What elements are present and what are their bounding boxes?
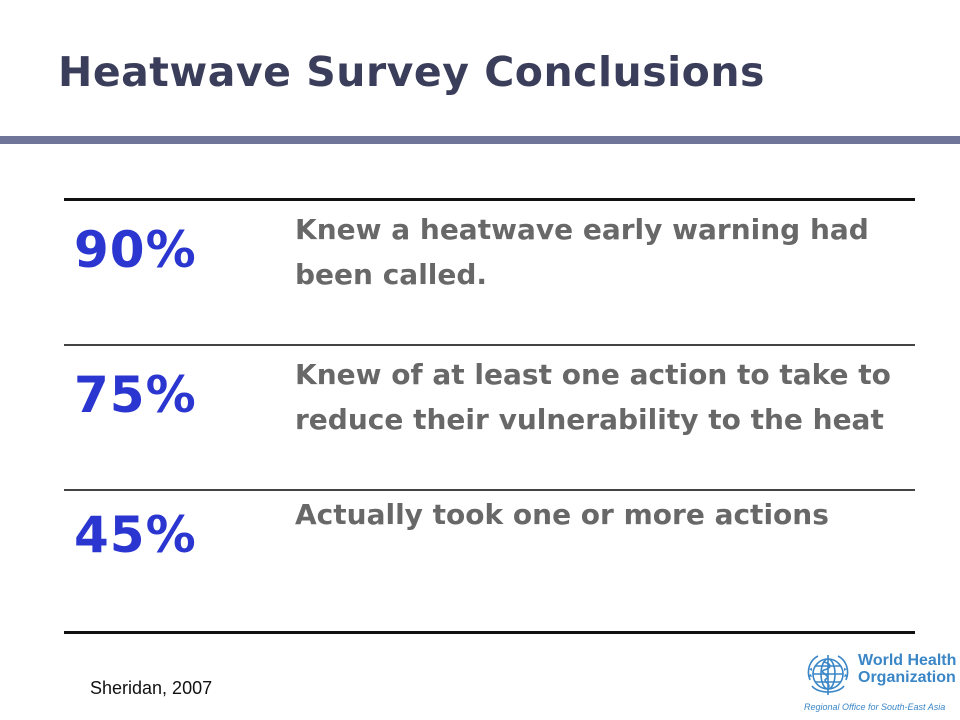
who-logo: World Health Organization Regional Offic… [802,650,956,712]
stat-value: 45% [74,506,197,564]
stats-table: 90% Knew a heatwave early warning had be… [64,198,915,634]
stat-row: 90% Knew a heatwave early warning had be… [64,201,915,344]
source-citation: Sheridan, 2007 [90,678,213,698]
who-emblem-icon [807,655,849,695]
stat-value: 75% [74,366,197,424]
stat-description: Knew a heatwave early warning had been c… [295,213,869,291]
stat-value: 90% [74,221,197,279]
stat-description: Actually took one or more actions [295,498,829,531]
stat-row: 75% Knew of at least one action to take … [64,344,915,489]
who-name-line2: Organization [858,669,956,686]
stat-description: Knew of at least one action to take to r… [295,358,891,436]
stat-row: 45% Actually took one or more actions [64,489,915,631]
who-region: Regional Office for South-East Asia [804,702,946,712]
slide-title: Heatwave Survey Conclusions [58,48,765,96]
who-name: World Health Organization [858,652,956,686]
who-name-line1: World Health [858,652,957,669]
title-divider [0,136,960,144]
